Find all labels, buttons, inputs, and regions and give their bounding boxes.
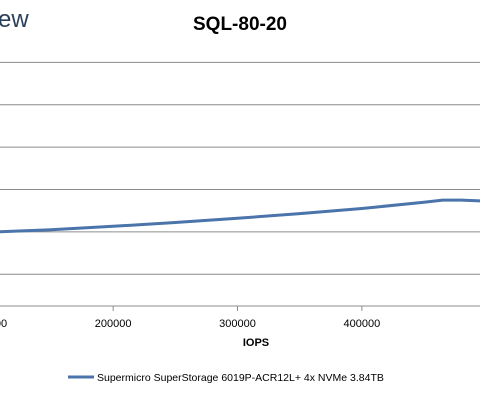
x-tick-labels: 100000 200000 300000 400000 <box>0 318 380 330</box>
x-axis-title: IOPS <box>243 337 269 349</box>
legend: Supermicro SuperStorage 6019P-ACR12L+ 4x… <box>68 372 384 384</box>
gridlines <box>0 61 480 307</box>
series-lines <box>0 198 480 234</box>
x-tick-marks <box>112 306 363 311</box>
x-tick-label: 100000 <box>0 318 7 330</box>
legend-label: Supermicro SuperStorage 6019P-ACR12L+ 4x… <box>97 372 384 384</box>
chart-title: SQL-80-20 <box>193 14 287 35</box>
x-tick-label: 200000 <box>95 318 132 330</box>
watermark-logo-text: ew <box>0 6 29 33</box>
x-tick-label: 400000 <box>344 318 381 330</box>
x-tick-label: 300000 <box>219 318 256 330</box>
series-line <box>0 198 480 234</box>
